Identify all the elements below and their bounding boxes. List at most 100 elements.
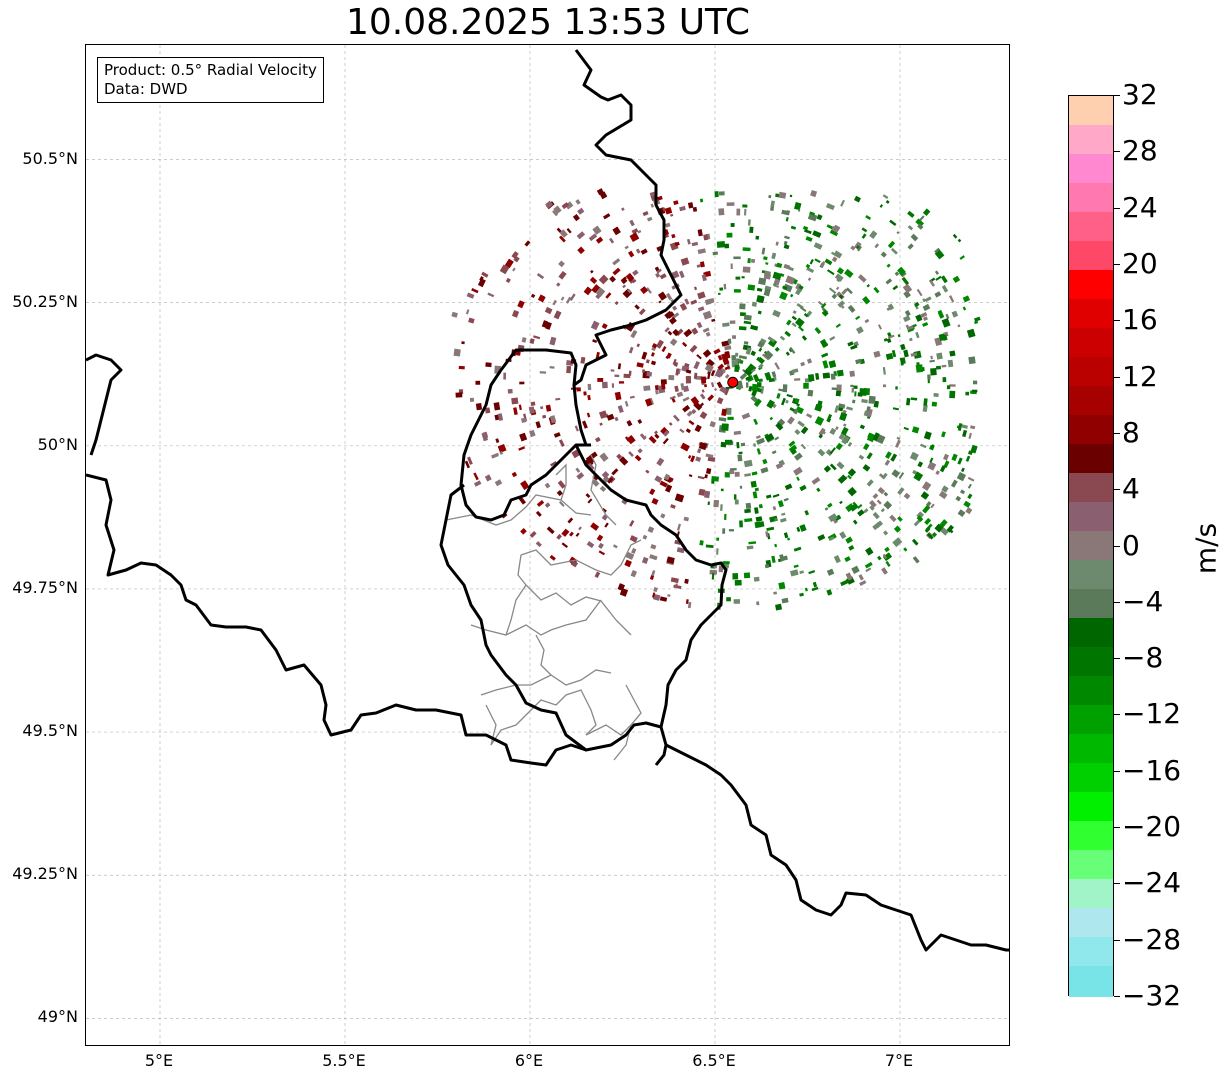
radar-echo	[750, 368, 756, 373]
radar-echo	[585, 493, 591, 499]
radar-echo	[856, 504, 863, 510]
radar-echo	[881, 567, 888, 575]
radar-echo	[951, 310, 959, 318]
radar-echo	[758, 277, 767, 286]
radar-echo	[580, 356, 586, 364]
radar-echo	[926, 532, 934, 540]
radar-echo	[831, 387, 838, 391]
radar-echo	[775, 422, 784, 431]
radar-echo	[771, 450, 777, 455]
radar-echo	[778, 582, 786, 590]
radar-echo	[880, 251, 887, 258]
radar-echo	[838, 294, 844, 299]
colorbar-tick-label: 4	[1122, 472, 1140, 506]
radar-echo	[721, 340, 730, 347]
radar-echo	[662, 430, 670, 437]
colorbar-tick	[1114, 770, 1120, 772]
radar-echo	[760, 386, 765, 394]
radar-echo	[785, 399, 789, 404]
radar-echo	[722, 561, 730, 565]
radar-echo	[566, 228, 572, 234]
map-plot-area[interactable]	[85, 44, 1010, 1046]
colorbar-tick-label: 16	[1122, 303, 1158, 337]
radar-echo	[703, 234, 709, 241]
radar-echo	[841, 435, 850, 445]
radar-echo	[763, 273, 772, 280]
radar-echo	[734, 499, 739, 505]
colorbar-segment	[1069, 618, 1113, 649]
radar-echo	[903, 315, 911, 323]
radar-echo	[912, 323, 917, 328]
radar-echo	[754, 487, 759, 492]
radar-echo	[742, 204, 748, 208]
radar-echo	[846, 406, 853, 411]
border-luxembourg	[439, 483, 668, 766]
radar-echo	[773, 376, 777, 381]
radar-echo	[838, 403, 846, 409]
radar-echo	[511, 397, 519, 405]
radar-echo	[800, 443, 807, 450]
radar-echo	[629, 219, 635, 227]
colorbar-segment	[1069, 792, 1113, 823]
radar-echo	[544, 482, 551, 489]
radar-echo	[518, 446, 526, 451]
radar-echo	[841, 305, 845, 309]
radar-echo	[629, 519, 635, 527]
radar-echo	[935, 365, 942, 370]
radar-echo	[724, 243, 730, 249]
radar-echo	[955, 495, 962, 502]
colorbar-tick	[1114, 883, 1120, 885]
radar-echo	[590, 522, 600, 531]
radar-echo	[903, 290, 911, 299]
radar-echo	[725, 439, 733, 445]
radar-echo	[695, 375, 703, 380]
radar-echo	[617, 405, 624, 414]
radar-echo	[960, 467, 965, 473]
radar-echo	[646, 287, 652, 294]
radar-echo	[469, 397, 475, 402]
radar-echo	[658, 300, 662, 304]
radar-echo	[752, 491, 758, 499]
radar-echo	[853, 385, 858, 389]
radar-echo	[793, 564, 799, 569]
district-line	[590, 454, 617, 526]
radar-echo	[873, 350, 881, 358]
radar-echo	[704, 474, 708, 479]
radar-echo	[745, 347, 752, 355]
radar-echo	[674, 493, 685, 503]
radar-echo	[724, 345, 732, 351]
radar-echo	[529, 530, 537, 538]
radar-echo	[799, 524, 807, 532]
radar-echo	[561, 202, 570, 210]
radar-echo	[556, 489, 563, 497]
radar-echo	[753, 398, 762, 407]
radar-echo	[962, 295, 971, 303]
radar-echo	[708, 298, 715, 304]
radar-echo	[957, 457, 963, 465]
radar-echo	[794, 202, 802, 211]
radar-echo	[949, 350, 956, 357]
radar-echo	[791, 368, 799, 374]
radar-echo	[765, 262, 769, 265]
radar-map	[86, 45, 1009, 1045]
radar-echo	[720, 488, 724, 492]
radar-echo	[782, 384, 788, 393]
radar-echo	[814, 258, 821, 264]
radar-echo	[755, 516, 763, 522]
radar-echo	[650, 203, 654, 208]
radar-echo	[816, 487, 821, 493]
radar-echo	[594, 571, 601, 578]
radar-echo	[795, 283, 802, 290]
radar-echo	[866, 284, 870, 288]
radar-echo	[887, 334, 895, 339]
radar-echo	[732, 573, 739, 580]
radar-echo	[650, 352, 655, 357]
radar-echo	[882, 552, 893, 562]
radar-echo	[667, 594, 671, 597]
colorbar-unit-label: m/s	[1189, 522, 1223, 575]
radar-echo	[774, 346, 780, 352]
radar-echo	[558, 270, 567, 280]
radar-echo	[930, 355, 933, 360]
colorbar-segment	[1069, 444, 1113, 475]
radar-echo	[943, 460, 950, 469]
